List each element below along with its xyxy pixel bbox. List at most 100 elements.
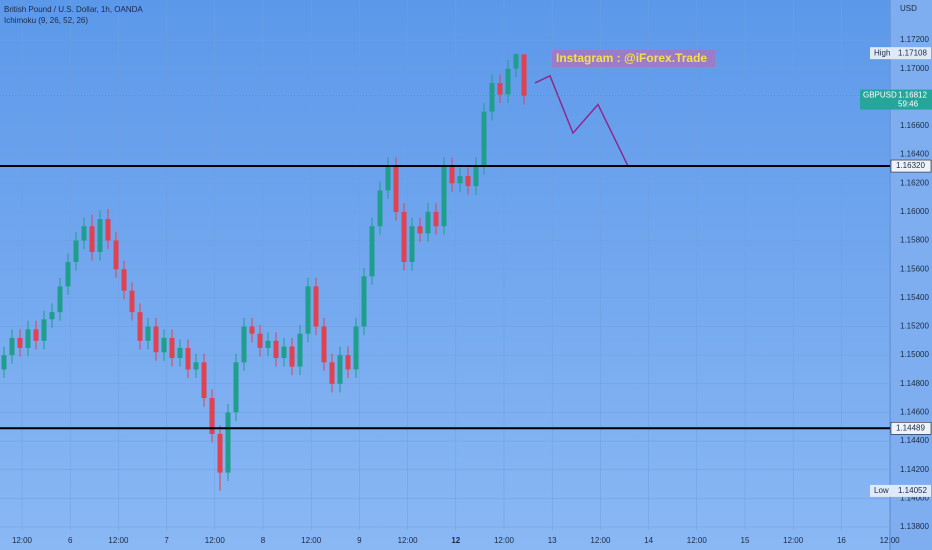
annotation: Instagram : @iForex.Trade	[556, 51, 707, 65]
candle-body	[393, 166, 399, 212]
y-tick-label: 1.15800	[900, 236, 929, 245]
candle-body	[105, 219, 111, 241]
candle-body	[489, 82, 495, 112]
candle-body	[225, 412, 231, 473]
candle-body	[473, 166, 479, 187]
countdown: 59:46	[898, 100, 919, 109]
y-tick-label: 1.16600	[900, 121, 929, 130]
candle-body	[465, 176, 471, 187]
x-tick-label: 16	[837, 536, 846, 545]
candle-body	[481, 111, 487, 167]
candle-body	[33, 329, 39, 341]
chart-title: British Pound / U.S. Dollar, 1h, OANDA	[4, 5, 143, 14]
x-tick-label: 12:00	[880, 536, 901, 545]
x-tick-label: 12:00	[108, 536, 129, 545]
axis: 1.13800 1.14000 1.14200 1.14400 1.14600 1.148…	[12, 35, 932, 545]
x-tick-label: 8	[261, 536, 266, 545]
x-tick-label: 12:00	[398, 536, 419, 545]
y-tick-label: 1.16000	[900, 207, 929, 216]
candle-body	[321, 326, 327, 363]
last-price-label: 1.16812	[898, 91, 927, 100]
candle-body	[457, 176, 463, 184]
candle-body	[289, 346, 295, 367]
candle-body	[193, 362, 199, 370]
y-tick-label: 1.15400	[900, 293, 929, 302]
projection-line	[534, 74, 629, 167]
marker-box	[870, 484, 931, 497]
y-tick-label: 1.15600	[900, 264, 929, 273]
candle-body	[377, 190, 383, 227]
candle-body	[49, 312, 55, 320]
candle-body	[385, 166, 391, 191]
candle-body	[329, 362, 335, 384]
y-tick-label: 1.14200	[900, 465, 929, 474]
candle-body	[265, 340, 271, 348]
candle-body	[281, 346, 287, 358]
candle-body	[337, 355, 343, 384]
y-tick-label: 1.14600	[900, 408, 929, 417]
x-tick-label: 12:00	[687, 536, 708, 545]
candle-body	[249, 326, 255, 334]
candle-body	[417, 226, 423, 234]
last-price-box	[860, 89, 932, 110]
annotation-box	[552, 50, 715, 67]
marker-label: 1.14052	[898, 486, 927, 495]
candle-body	[169, 337, 175, 358]
candle-body	[185, 347, 191, 370]
y-tick-label: 1.17000	[900, 64, 929, 73]
candle-body	[97, 219, 103, 252]
candle-body	[353, 326, 359, 370]
candle-body	[201, 362, 207, 399]
level-label: 1.14489	[896, 423, 925, 432]
candle-body	[441, 166, 447, 227]
candle-body	[73, 240, 79, 263]
candle-body	[177, 347, 183, 358]
x-tick-label: 12:00	[301, 536, 322, 545]
candle-body	[361, 276, 367, 327]
x-tick-label: 9	[357, 536, 362, 545]
y-tick-label: 1.14000	[900, 493, 929, 502]
x-tick-label: 12:00	[590, 536, 611, 545]
level-label: 1.16320	[896, 161, 925, 170]
y-tick-label: 1.16400	[900, 150, 929, 159]
candle-body	[297, 333, 303, 367]
indicator-title: Ichimoku (9, 26, 52, 26)	[4, 16, 88, 25]
level-label-box	[890, 422, 932, 435]
candle-body	[345, 355, 351, 370]
candle-body	[121, 269, 127, 291]
candle-body	[1, 355, 7, 370]
x-tick-label: 14	[644, 536, 653, 545]
candle-body	[369, 226, 375, 277]
candle-body	[401, 211, 407, 263]
y-tick-label: 1.15200	[900, 322, 929, 331]
candle-body	[81, 226, 87, 241]
marker-label: 1.17108	[898, 48, 927, 57]
candle-body	[313, 286, 319, 327]
candle-body	[217, 433, 223, 473]
x-tick-label: 15	[741, 536, 750, 545]
marker-name: High	[874, 48, 890, 57]
candle-body	[65, 262, 71, 287]
candle-body	[89, 226, 95, 252]
candle-body	[41, 319, 47, 341]
x-tick-label: 12:00	[494, 536, 515, 545]
candle-body	[57, 286, 63, 313]
candle-body	[153, 326, 159, 353]
candle-body	[161, 337, 167, 353]
candle-body	[137, 312, 143, 341]
candle-body	[145, 326, 151, 341]
candle-body	[513, 54, 519, 69]
candle-body	[425, 211, 431, 234]
x-tick-label: 7	[164, 536, 169, 545]
x-tick-label: 12:00	[783, 536, 804, 545]
currency: USD	[900, 4, 917, 13]
candle-body	[505, 68, 511, 95]
y-tick-label: 1.15000	[900, 350, 929, 359]
plot	[0, 53, 890, 491]
candle-body	[305, 286, 311, 334]
candle-body	[25, 329, 31, 348]
candle-body	[233, 362, 239, 413]
